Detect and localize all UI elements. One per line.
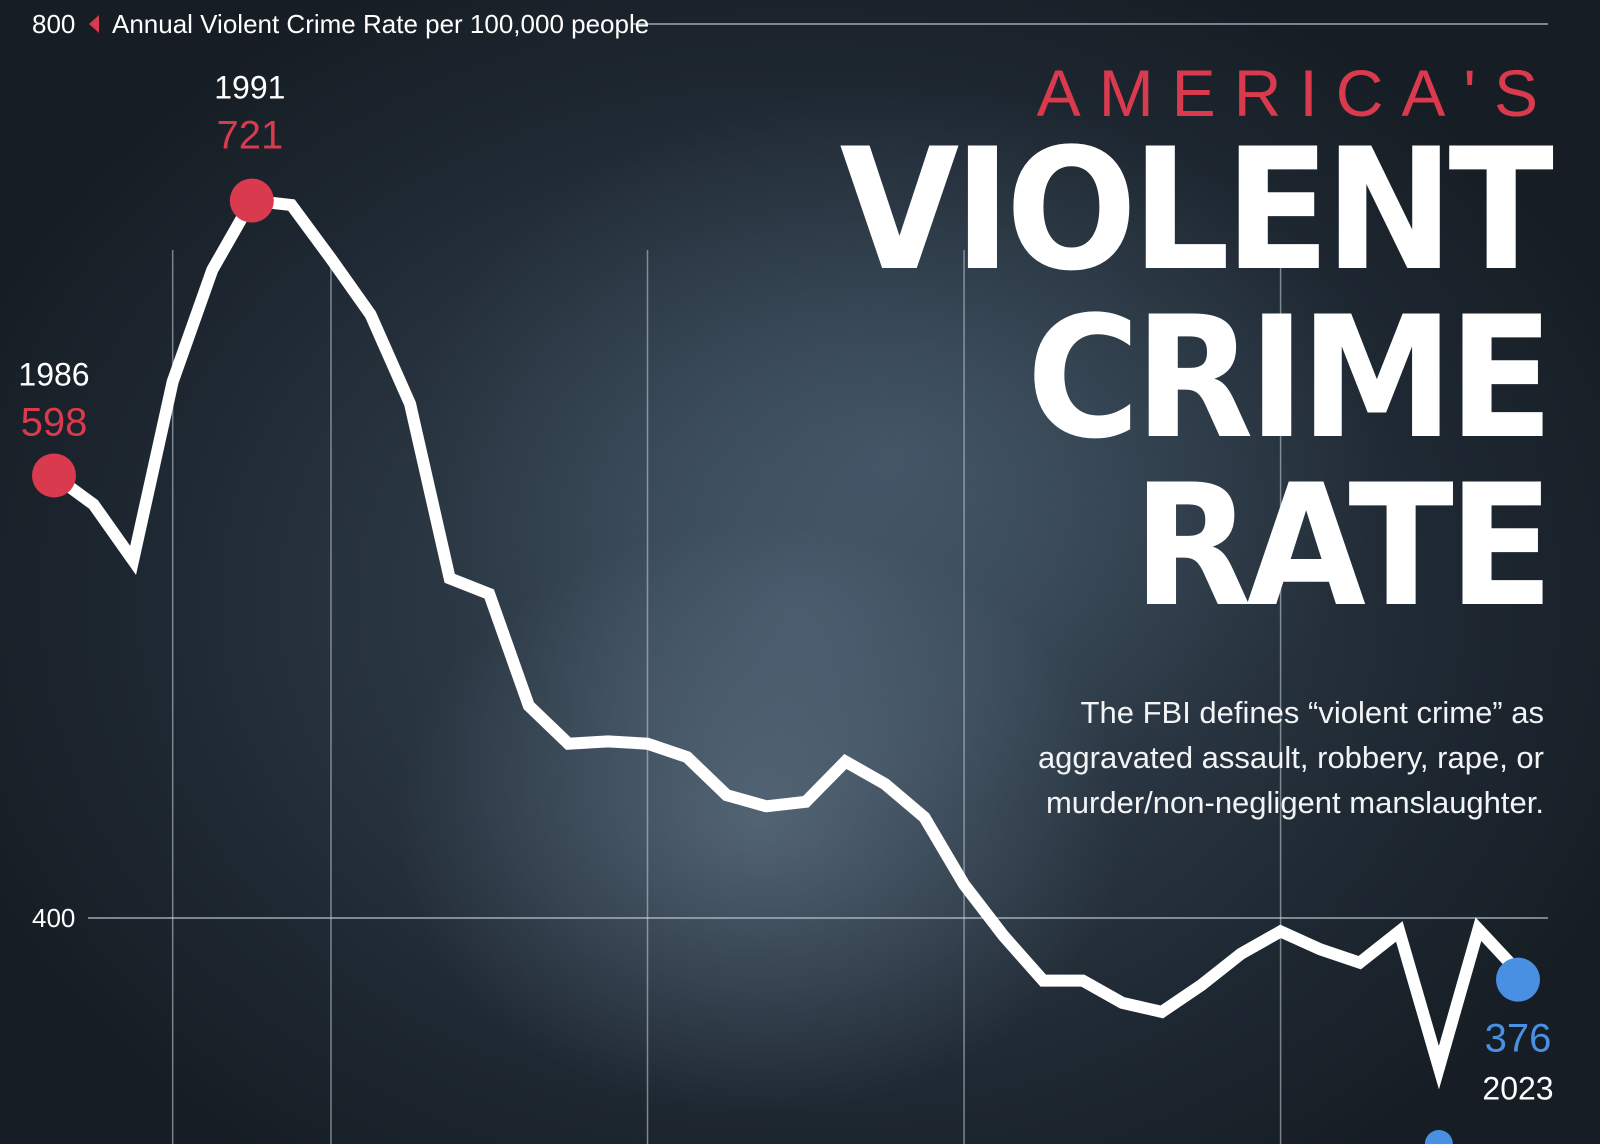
- point-marker-1991: [229, 178, 274, 223]
- y-tick-label: 400: [32, 903, 75, 933]
- annotation-year-2023: 2023: [1482, 1071, 1553, 1107]
- plot-area: [32, 178, 1540, 1144]
- annotation-year-1986: 1986: [18, 356, 89, 392]
- annotation-value-1991: 721: [216, 114, 283, 158]
- title-line-rate: RATE: [1132, 448, 1553, 644]
- title-block: AMERICA'S VIOLENT CRIME RATE: [778, 60, 1553, 644]
- title-line-violent: VIOLENT: [839, 112, 1553, 308]
- y-axis-label: Annual Violent Crime Rate per 100,000 pe…: [112, 9, 649, 39]
- description: The FBI defines “violent crime” as aggra…: [1037, 695, 1544, 820]
- y-axis: 800 400 Annual Violent Crime Rate per 100,…: [32, 9, 649, 933]
- series-line: [48, 194, 1524, 1090]
- annotation-value-2023: 376: [1485, 1017, 1552, 1061]
- annotations: 598 1986 721 1991 376 2023: [18, 70, 1553, 1107]
- axis-arrow-icon: [89, 15, 99, 33]
- point-marker-2021: [1424, 1130, 1453, 1144]
- y-tick-label: 800: [32, 9, 75, 39]
- point-marker-1986: [32, 453, 76, 498]
- title-kicker: AMERICA'S: [1036, 56, 1556, 130]
- annotation-value-1986: 598: [21, 400, 88, 444]
- annotation-year-1991: 1991: [214, 70, 285, 106]
- point-marker-2023: [1496, 957, 1540, 1002]
- title-line-crime: CRIME: [1026, 280, 1553, 476]
